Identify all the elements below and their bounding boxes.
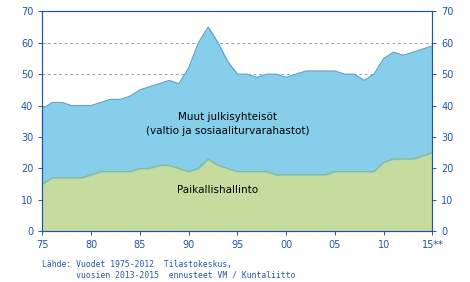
Text: Lähde: Vuodet 1975-2012  Tilastokeskus,
       vuosien 2013-2015  ennusteet VM /: Lähde: Vuodet 1975-2012 Tilastokeskus, v… <box>42 260 296 279</box>
Text: (valtio ja sosiaaliturvarahastot): (valtio ja sosiaaliturvarahastot) <box>146 126 309 136</box>
Text: Muut julkisyhteisöt: Muut julkisyhteisöt <box>178 112 277 122</box>
Text: Paikallishallinto: Paikallishallinto <box>177 185 258 195</box>
